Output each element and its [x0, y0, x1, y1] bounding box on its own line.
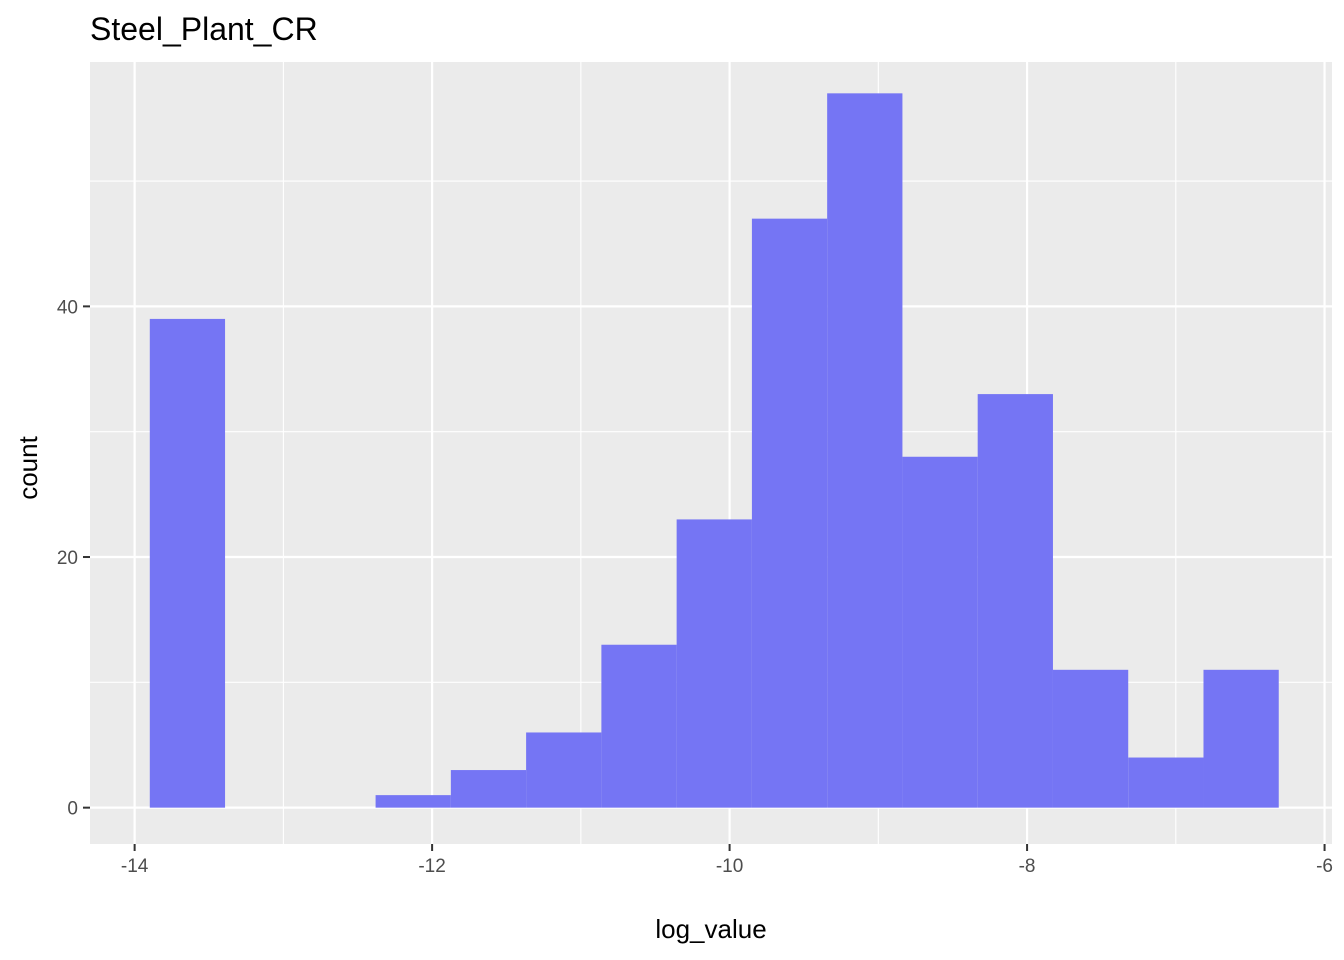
histogram-bar — [1203, 669, 1279, 808]
histogram-bar — [977, 394, 1053, 808]
x-tick-label: -10 — [716, 856, 743, 877]
histogram-bar — [149, 318, 226, 808]
histogram-bar — [827, 93, 903, 808]
histogram-bar — [601, 644, 677, 808]
histogram-bar — [375, 795, 451, 808]
histogram-bar — [1052, 669, 1129, 808]
histogram-bar — [902, 456, 978, 808]
x-tick-label: -8 — [1019, 856, 1036, 877]
x-tick-label: -14 — [121, 856, 149, 877]
y-axis: 0 20 40 — [57, 297, 90, 820]
x-axis-title: log_value — [655, 914, 766, 944]
y-tick-label: 0 — [67, 799, 78, 820]
histogram-bar — [676, 519, 752, 808]
y-axis-title: count — [13, 435, 43, 499]
histogram-bars — [149, 93, 1279, 808]
y-tick-label: 40 — [57, 297, 78, 318]
x-axis: -14 -12 -10 -8 -6 — [121, 844, 1333, 877]
histogram-bar — [1128, 757, 1204, 808]
x-tick-label: -6 — [1316, 856, 1333, 877]
chart-title: Steel_Plant_CR — [90, 11, 318, 47]
y-tick-label: 20 — [57, 548, 78, 569]
histogram-bar — [526, 732, 602, 808]
histogram-bar — [450, 770, 527, 808]
histogram-bar — [751, 218, 828, 808]
x-tick-label: -12 — [418, 856, 445, 877]
